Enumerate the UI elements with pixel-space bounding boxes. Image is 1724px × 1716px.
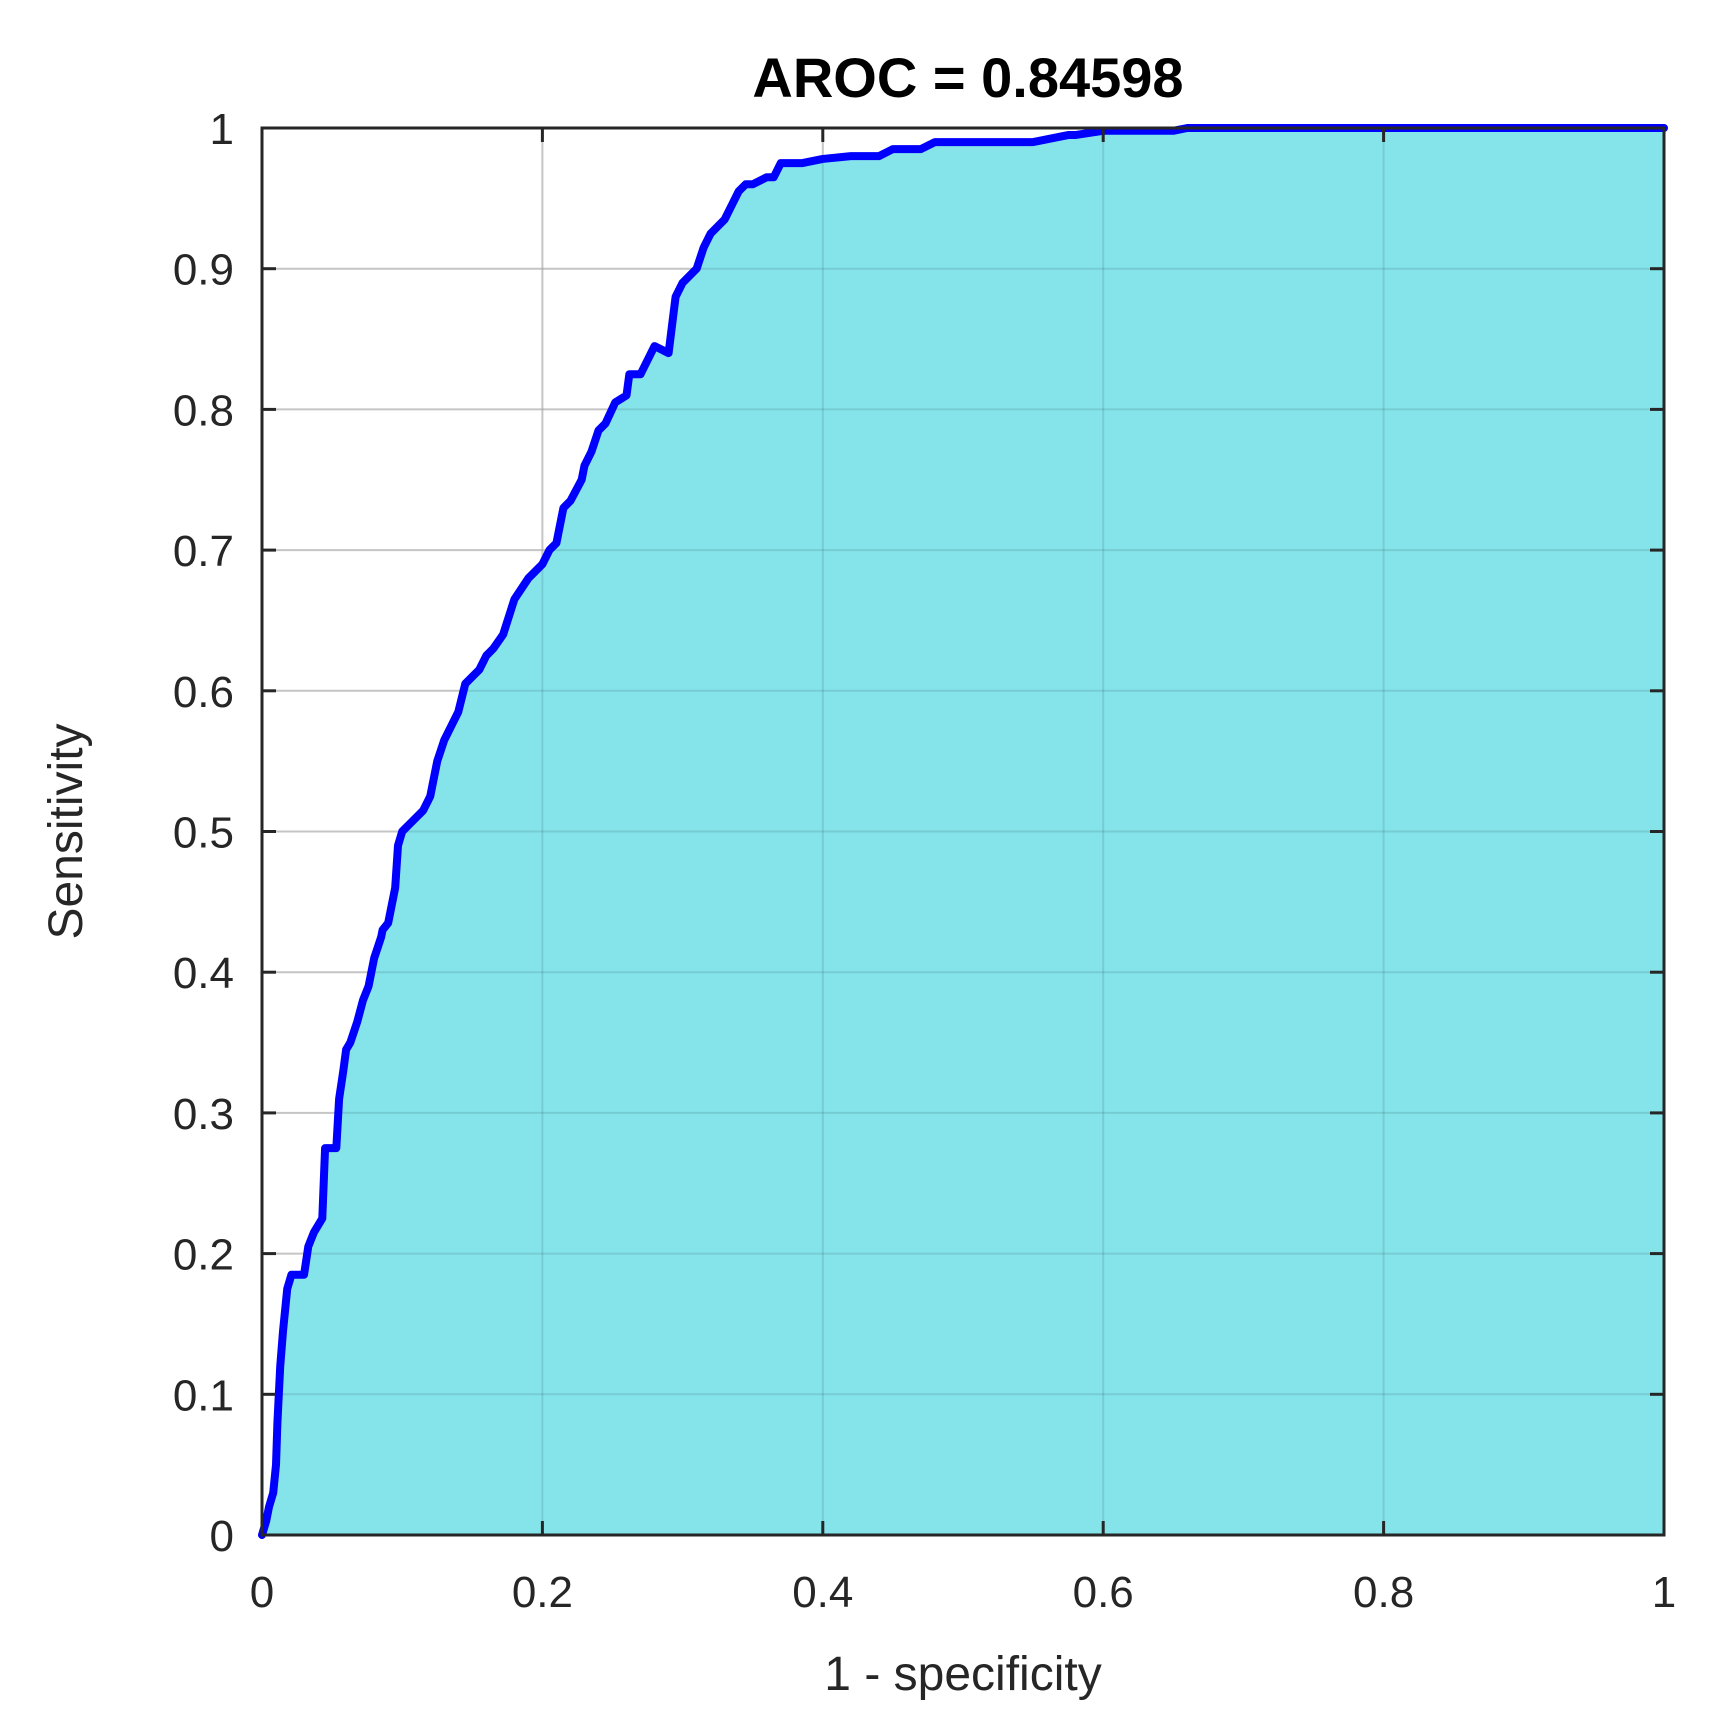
x-tick-label: 1 [1652,1568,1676,1617]
roc-area-polygon [262,128,1664,1535]
roc-area-fill [262,128,1664,1535]
y-axis-tick-labels: 0 0.1 0.2 0.3 0.4 0.5 0.6 0.7 0.8 0.9 1 [173,105,234,1561]
y-tick-label: 0.5 [173,809,234,858]
x-tick-label: 0.4 [792,1568,853,1617]
x-axis-tick-labels: 0 0.2 0.4 0.6 0.8 1 [250,1568,1676,1617]
y-tick-label: 0.6 [173,668,234,717]
y-tick-label: 0.2 [173,1231,234,1280]
tick-marks [260,126,1666,1537]
y-tick-label: 0.9 [173,246,234,295]
x-tick-label: 0 [250,1568,274,1617]
y-axis-label: Sensitivity [40,723,93,939]
x-axis-label: 1 - specificity [824,1648,1101,1701]
x-tick-label: 0.2 [512,1568,573,1617]
x-tick-label: 0.8 [1353,1568,1414,1617]
roc-curve-group [258,124,1668,1539]
y-tick-label: 0.3 [173,1090,234,1139]
y-tick-label: 0.4 [173,949,234,998]
roc-curve-line [258,124,1668,1539]
y-tick-label: 1 [210,105,234,154]
chart-title: AROC = 0.84598 [752,46,1183,109]
y-tick-label: 0 [210,1512,234,1561]
y-tick-label: 0.8 [173,386,234,435]
x-tick-label: 0.6 [1073,1568,1134,1617]
y-tick-label: 0.7 [173,527,234,576]
y-tick-label: 0.1 [173,1371,234,1420]
